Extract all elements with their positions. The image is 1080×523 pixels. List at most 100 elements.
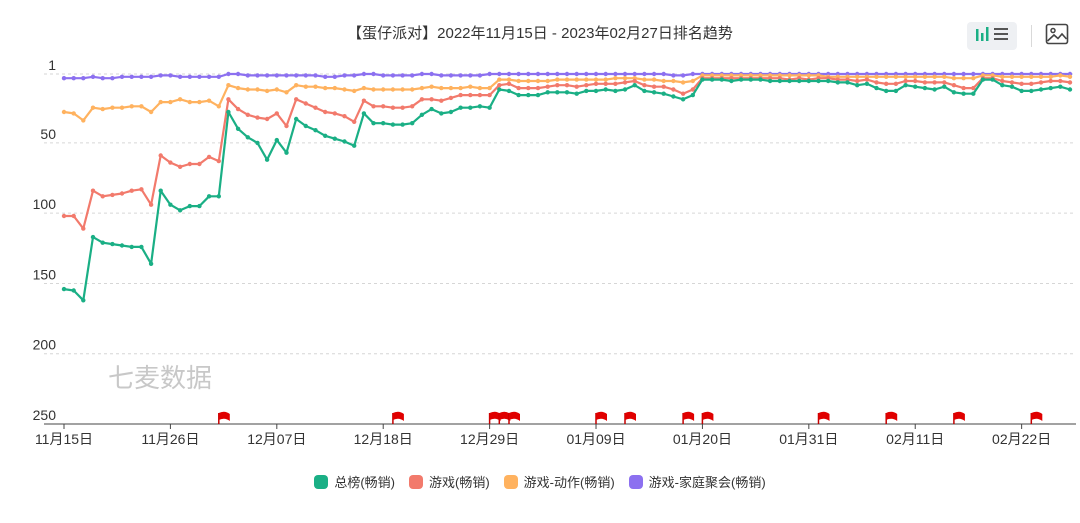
data-point (429, 106, 434, 112)
data-point (971, 91, 976, 96)
data-point (632, 78, 637, 84)
event-flag (885, 411, 898, 424)
data-point (700, 77, 705, 82)
data-point (90, 188, 96, 193)
x-tick-label: 01月09日 (566, 431, 625, 447)
data-point (564, 90, 570, 95)
data-point (448, 95, 454, 101)
flag-icon (818, 411, 830, 421)
data-point (555, 90, 560, 95)
data-point (593, 88, 599, 94)
data-point (71, 111, 76, 116)
flag-icon (392, 411, 404, 421)
data-point (177, 208, 183, 213)
data-point (506, 81, 512, 87)
data-point (613, 76, 618, 81)
data-point (197, 203, 202, 209)
data-point (100, 106, 105, 112)
data-point (951, 83, 957, 88)
data-point (303, 73, 308, 78)
chart-type-toggle-button[interactable] (967, 22, 1017, 50)
data-point (767, 78, 773, 84)
data-point (622, 80, 628, 85)
data-point (352, 88, 357, 94)
data-point (613, 71, 618, 77)
data-point (119, 243, 125, 248)
data-point (410, 87, 415, 92)
data-point (245, 87, 250, 92)
event-flag (1030, 411, 1043, 424)
data-point (458, 105, 463, 110)
data-point (100, 240, 105, 245)
legend-item[interactable]: 游戏-家庭聚会(畅销) (628, 472, 766, 491)
data-point (487, 92, 492, 98)
data-point (903, 78, 908, 84)
data-point (961, 71, 966, 77)
data-point (390, 87, 396, 92)
data-point (187, 99, 192, 105)
data-point (274, 73, 279, 78)
data-point (893, 88, 899, 94)
data-point (651, 77, 657, 82)
data-point (884, 74, 889, 80)
data-point (119, 191, 125, 196)
data-point (516, 78, 521, 84)
series-游戏-动作(畅销) (61, 73, 1073, 123)
data-point (951, 71, 957, 77)
data-point (584, 83, 589, 88)
data-point (690, 92, 695, 98)
x-tick-label: 12月07日 (247, 431, 306, 447)
data-point (922, 80, 928, 85)
event-flag (218, 411, 230, 424)
data-point (264, 88, 270, 94)
data-point (603, 81, 608, 87)
data-point (913, 74, 918, 80)
data-point (419, 112, 425, 118)
x-tick-label: 12月18日 (354, 431, 413, 447)
data-point (332, 136, 337, 141)
data-point (264, 116, 270, 122)
data-point (245, 112, 250, 118)
data-point (680, 73, 686, 78)
data-point (864, 77, 870, 82)
data-point (255, 73, 260, 78)
data-point (622, 71, 628, 77)
flag-icon (489, 411, 501, 421)
data-point (158, 153, 163, 158)
data-point (1019, 81, 1024, 87)
save-image-button[interactable] (1044, 23, 1070, 49)
data-point (206, 98, 212, 103)
chart-toolbar (967, 22, 1070, 50)
data-point (129, 244, 134, 250)
data-point (197, 161, 202, 167)
data-point (255, 87, 260, 92)
data-point (622, 87, 628, 92)
data-point (390, 73, 396, 78)
legend-item[interactable]: 总榜(畅销) (314, 472, 395, 491)
x-tick-label: 01月31日 (779, 431, 838, 447)
y-tick-label: 1 (48, 57, 56, 73)
y-tick-label: 200 (33, 337, 57, 353)
data-point (352, 119, 357, 125)
data-point (419, 71, 425, 77)
data-point (361, 85, 367, 91)
data-point (893, 74, 899, 80)
data-point (303, 84, 308, 89)
flag-icon (218, 411, 230, 421)
legend-item[interactable]: 游戏-动作(畅销) (503, 472, 615, 491)
data-point (564, 77, 570, 82)
data-point (1000, 83, 1005, 88)
data-point (487, 105, 492, 110)
legend-label: 游戏-家庭聚会(畅销) (648, 475, 766, 490)
event-flag (701, 411, 714, 424)
data-point (216, 104, 221, 109)
data-point (274, 111, 279, 116)
legend-item[interactable]: 游戏(畅销) (409, 472, 490, 491)
data-point (371, 121, 376, 126)
data-point (477, 73, 483, 78)
data-point (429, 97, 434, 102)
data-point (90, 234, 96, 240)
x-tick-label: 02月11日 (886, 431, 944, 447)
data-point (826, 78, 831, 84)
data-point (506, 71, 512, 77)
